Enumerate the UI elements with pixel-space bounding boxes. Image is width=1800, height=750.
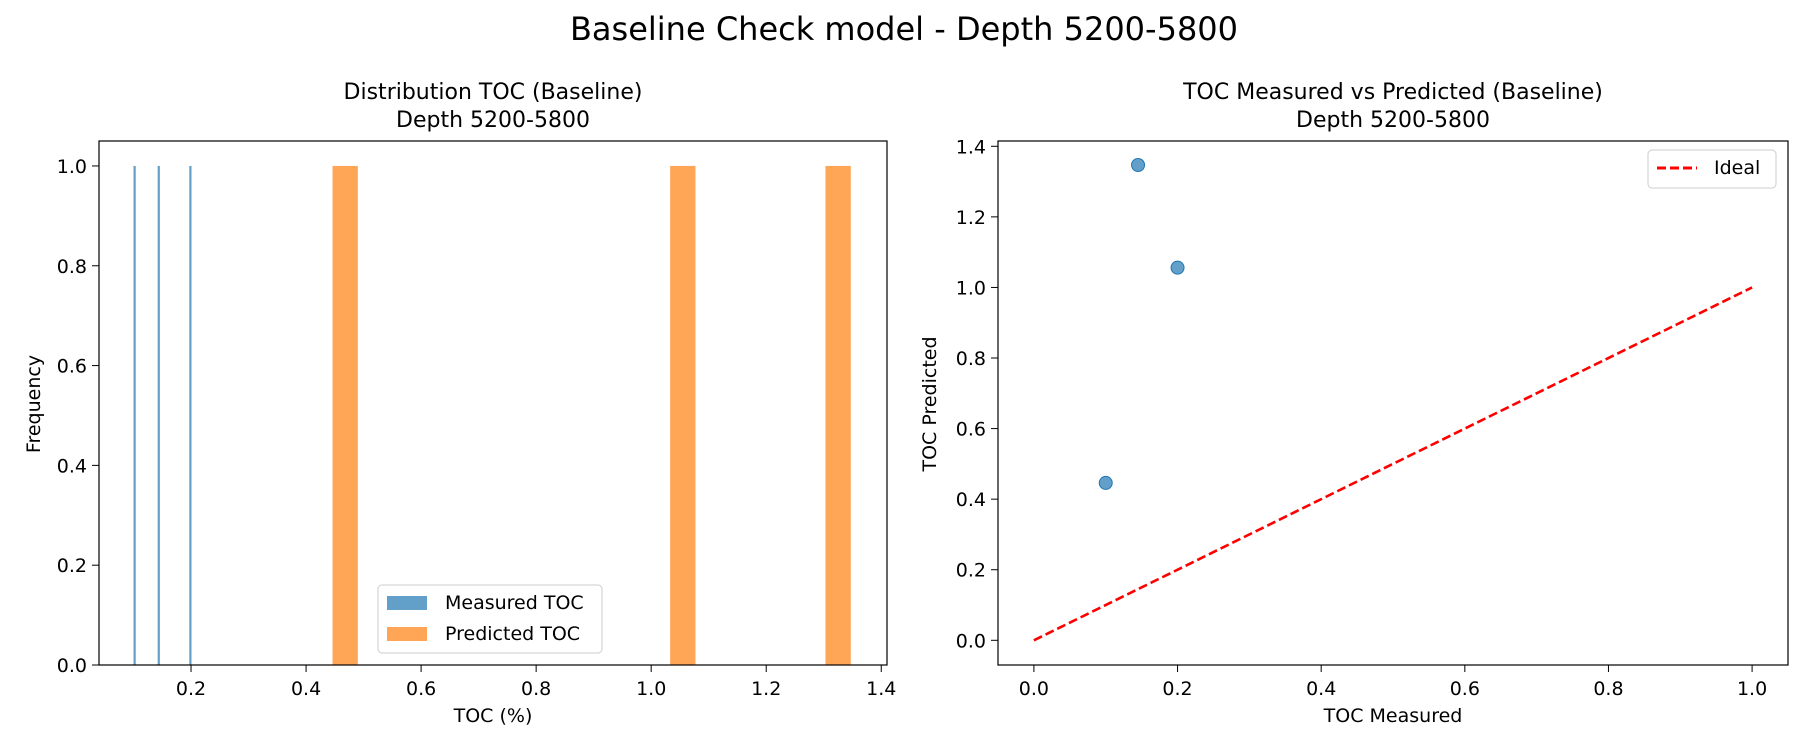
- histogram-y-tick-label: 0.0: [57, 655, 87, 677]
- histogram-y-tick-label: 0.6: [57, 356, 87, 378]
- scatter-y-tick-label: 1.4: [956, 136, 986, 158]
- legend-label-measured: Measured TOC: [445, 592, 584, 614]
- scatter-x-tick-label: 0.8: [1593, 678, 1623, 700]
- histogram-y-tick-label: 1.0: [57, 156, 87, 178]
- ideal-line: [1033, 286, 1753, 642]
- histogram-x-tick-label: 0.4: [291, 678, 321, 700]
- scatter-panel: TOC Measured vs Predicted (Baseline) Dep…: [919, 80, 1789, 727]
- scatter-y-tick-label: 0.8: [956, 348, 986, 370]
- legend-label-ideal: Ideal: [1714, 157, 1760, 179]
- predicted-toc-bar: [825, 165, 851, 665]
- histogram-x-tick-label: 0.2: [176, 678, 206, 700]
- histogram-panel: Distribution TOC (Baseline) Depth 5200-5…: [23, 80, 896, 727]
- scatter-x-tick-label: 1.0: [1737, 678, 1767, 700]
- histogram-x-tick-label: 0.6: [406, 678, 436, 700]
- histogram-axes-frame: [98, 140, 888, 666]
- histogram-x-axis-label: TOC (%): [453, 705, 533, 727]
- scatter-title-line2: Depth 5200-5800: [1296, 108, 1490, 133]
- histogram-x-tick-label: 1.2: [751, 678, 781, 700]
- histogram-title-line2: Depth 5200-5800: [396, 108, 590, 133]
- histogram-legend: Measured TOC Predicted TOC: [377, 584, 603, 654]
- scatter-point: [1098, 475, 1113, 490]
- measured-toc-bar: [189, 165, 192, 665]
- scatter-y-tick-label: 0.0: [956, 630, 986, 652]
- histogram-title-line1: Distribution TOC (Baseline): [344, 80, 643, 105]
- histogram-y-axis-label: Frequency: [23, 355, 45, 453]
- scatter-y-axis-label: TOC Predicted: [919, 336, 941, 472]
- scatter-axes-frame: [997, 140, 1789, 666]
- scatter-x-tick-label: 0.0: [1019, 678, 1049, 700]
- histogram-x-tick-label: 1.0: [636, 678, 666, 700]
- scatter-legend: Ideal: [1647, 149, 1777, 189]
- legend-label-predicted: Predicted TOC: [445, 623, 580, 645]
- scatter-x-tick-label: 0.2: [1162, 678, 1192, 700]
- predicted-toc-bar: [670, 165, 696, 665]
- histogram-x-tick-label: 0.8: [521, 678, 551, 700]
- histogram-y-tick-label: 0.4: [57, 455, 87, 477]
- scatter-title-line1: TOC Measured vs Predicted (Baseline): [1182, 80, 1603, 105]
- histogram-y-tick-label: 0.2: [57, 555, 87, 577]
- histogram-x-tick-label: 1.4: [866, 678, 896, 700]
- scatter-x-tick-label: 0.4: [1306, 678, 1336, 700]
- measured-toc-bar: [157, 165, 160, 665]
- scatter-y-tick-label: 0.2: [956, 560, 986, 582]
- measured-toc-bar: [133, 165, 136, 665]
- scatter-y-tick-label: 0.4: [956, 489, 986, 511]
- figure-suptitle: Baseline Check model - Depth 5200-5800: [570, 10, 1238, 48]
- histogram-plot-area: 0.2 0.4 0.6 0.8 1.0 1.2 1.4 0.0 0.2 0.4 0.6 0.8 1.0: [57, 140, 896, 700]
- scatter-x-axis-label: TOC Measured: [1323, 705, 1463, 727]
- predicted-toc-bar: [332, 165, 358, 665]
- scatter-point: [1131, 157, 1146, 172]
- legend-swatch-measured: [387, 596, 427, 610]
- scatter-plot-area: 0.0 0.2 0.4 0.6 0.8 1.0 0.0 0.2 0.4 0.6 0.8 1.0 1.2 1…: [956, 136, 1789, 700]
- legend-frame: [377, 584, 603, 654]
- legend-swatch-predicted: [387, 627, 427, 641]
- scatter-point: [1170, 260, 1185, 275]
- scatter-y-tick-label: 1.2: [956, 207, 986, 229]
- histogram-y-tick-label: 0.8: [57, 256, 87, 278]
- scatter-y-tick-label: 0.6: [956, 419, 986, 441]
- scatter-y-tick-label: 1.0: [956, 277, 986, 299]
- scatter-x-tick-label: 0.6: [1450, 678, 1480, 700]
- legend-frame: [1647, 149, 1777, 189]
